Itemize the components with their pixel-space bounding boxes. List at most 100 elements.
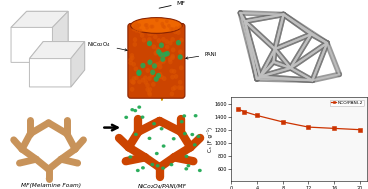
Circle shape (141, 77, 145, 82)
Circle shape (150, 70, 155, 75)
Circle shape (178, 25, 182, 29)
Polygon shape (11, 11, 68, 27)
Circle shape (147, 90, 152, 95)
Circle shape (179, 85, 184, 90)
Polygon shape (20, 147, 24, 151)
Polygon shape (141, 116, 144, 118)
Polygon shape (65, 119, 69, 122)
Ellipse shape (131, 18, 182, 33)
Circle shape (149, 31, 154, 36)
Circle shape (155, 18, 159, 22)
Polygon shape (34, 157, 38, 161)
Text: MF(Melamine Foam): MF(Melamine Foam) (21, 183, 81, 188)
Circle shape (165, 45, 170, 50)
Polygon shape (173, 138, 175, 140)
Circle shape (174, 26, 178, 30)
Circle shape (137, 23, 141, 27)
Circle shape (130, 87, 134, 92)
Circle shape (173, 29, 178, 34)
Polygon shape (170, 164, 173, 166)
Circle shape (158, 51, 163, 57)
Circle shape (128, 57, 133, 62)
Circle shape (145, 68, 150, 73)
Circle shape (137, 26, 141, 31)
Circle shape (178, 54, 183, 60)
Polygon shape (162, 145, 165, 147)
Circle shape (145, 26, 149, 30)
Polygon shape (156, 153, 158, 155)
Polygon shape (178, 117, 183, 121)
Text: PANI: PANI (186, 52, 217, 59)
Circle shape (162, 52, 167, 57)
Circle shape (148, 87, 152, 92)
Circle shape (136, 70, 141, 76)
Polygon shape (28, 132, 32, 136)
Polygon shape (138, 106, 141, 108)
Circle shape (160, 22, 164, 26)
Circle shape (144, 80, 148, 85)
Polygon shape (171, 155, 177, 159)
Circle shape (134, 21, 138, 25)
Polygon shape (53, 11, 68, 62)
Circle shape (177, 85, 181, 90)
Circle shape (162, 76, 167, 81)
Polygon shape (194, 144, 196, 146)
Circle shape (179, 65, 184, 70)
Circle shape (178, 49, 183, 54)
Polygon shape (135, 133, 137, 135)
Circle shape (151, 82, 156, 87)
Circle shape (132, 76, 136, 81)
Circle shape (133, 25, 137, 29)
Circle shape (158, 28, 163, 33)
Circle shape (173, 85, 177, 90)
Polygon shape (29, 42, 85, 59)
Polygon shape (126, 145, 131, 149)
Circle shape (170, 55, 175, 60)
Polygon shape (191, 159, 196, 163)
Circle shape (150, 72, 154, 77)
Circle shape (156, 49, 161, 55)
Polygon shape (197, 135, 200, 137)
Text: NiCo$_2$O$_4$: NiCo$_2$O$_4$ (87, 40, 127, 51)
Circle shape (144, 23, 148, 27)
Circle shape (136, 26, 140, 30)
Circle shape (139, 29, 142, 33)
Polygon shape (180, 121, 183, 123)
Circle shape (164, 51, 170, 56)
Circle shape (134, 29, 138, 33)
Circle shape (159, 30, 163, 35)
Polygon shape (157, 175, 162, 179)
Circle shape (136, 24, 139, 28)
Circle shape (160, 56, 165, 62)
Polygon shape (162, 167, 164, 169)
Circle shape (139, 30, 144, 35)
Circle shape (153, 34, 158, 39)
Circle shape (174, 74, 178, 79)
Circle shape (130, 55, 135, 60)
Legend: NCO/PANI-2: NCO/PANI-2 (330, 100, 364, 106)
Circle shape (158, 64, 162, 69)
Circle shape (145, 87, 150, 92)
Polygon shape (191, 133, 194, 136)
Circle shape (176, 27, 180, 32)
Circle shape (170, 37, 175, 42)
Polygon shape (185, 168, 188, 170)
Circle shape (156, 73, 161, 78)
Circle shape (172, 69, 176, 74)
Circle shape (132, 23, 136, 27)
Circle shape (156, 38, 161, 43)
Polygon shape (199, 170, 201, 171)
Polygon shape (160, 128, 163, 130)
Polygon shape (129, 156, 132, 158)
Circle shape (147, 41, 152, 46)
Circle shape (167, 24, 171, 28)
Circle shape (153, 51, 158, 56)
Circle shape (164, 39, 169, 44)
Polygon shape (29, 42, 85, 87)
Polygon shape (153, 123, 155, 125)
Circle shape (168, 57, 172, 62)
Circle shape (158, 60, 163, 65)
Polygon shape (185, 155, 188, 157)
Circle shape (137, 79, 142, 84)
FancyBboxPatch shape (128, 23, 185, 98)
